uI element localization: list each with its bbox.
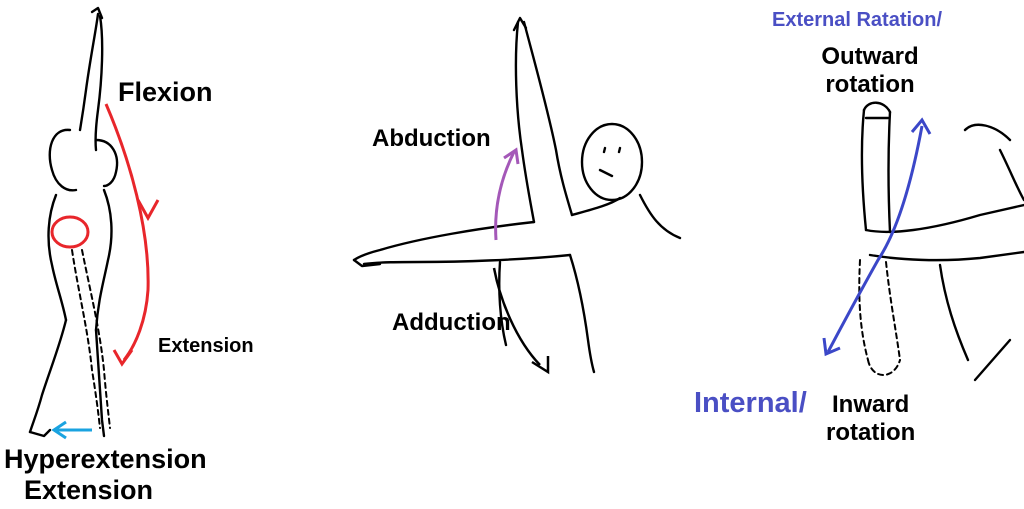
flexion-extension-arrow xyxy=(104,103,160,367)
rotation-bottom-label: rotation xyxy=(826,419,916,446)
extension-bottom-label: Extension xyxy=(24,475,154,505)
rotation-arrow xyxy=(822,117,932,357)
adduction-label: Adduction xyxy=(392,309,511,336)
hyperextension-label: Hyperextension xyxy=(4,444,207,474)
abduction-label: Abduction xyxy=(372,125,491,152)
abduction-arrow xyxy=(494,147,520,241)
front-view-figure xyxy=(352,16,682,374)
flexion-label: Flexion xyxy=(118,77,213,107)
rotation-figure xyxy=(858,101,1024,382)
adduction-arrow xyxy=(492,267,550,375)
extension-small-label: Extension xyxy=(158,335,254,357)
internal-label: Internal/ xyxy=(694,387,807,419)
hyperextension-arrow xyxy=(51,420,92,440)
side-view-figure xyxy=(28,6,119,438)
external-rotation-label: External Ratation/ xyxy=(772,9,943,31)
inward-label: Inward xyxy=(832,391,910,418)
rotation-top-label: rotation xyxy=(825,71,915,98)
outward-label: Outward xyxy=(821,43,919,70)
